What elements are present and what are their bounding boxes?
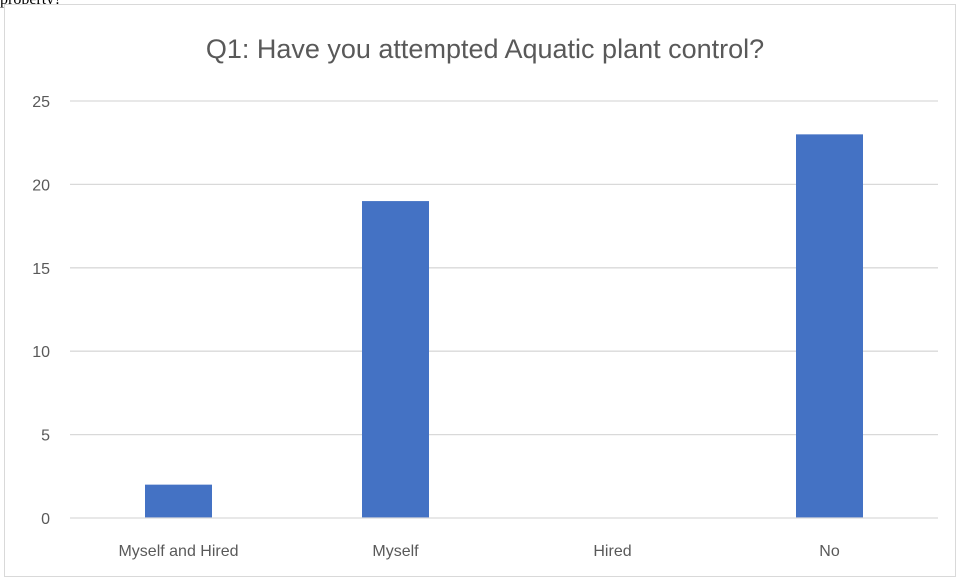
chart-title: Q1: Have you attempted Aquatic plant con… [206,34,764,64]
bar-myself [362,201,429,518]
y-tick-label: 15 [32,261,50,278]
x-axis-tick-labels: Myself and Hired Myself Hired No [118,543,839,560]
x-tick-label: No [819,543,840,560]
y-tick-label: 20 [32,177,50,194]
y-tick-label: 5 [41,428,50,445]
y-axis-tick-labels: 0 5 10 15 20 25 [32,94,50,528]
y-tick-label: 10 [32,344,50,361]
bar-no [796,134,863,519]
x-tick-label: Myself [372,543,419,560]
x-tick-label: Myself and Hired [118,543,238,560]
bars [145,134,863,519]
y-tick-label: 0 [41,511,50,528]
bar-myself-and-hired [145,484,212,518]
x-tick-label: Hired [593,543,631,560]
gridlines [70,100,938,436]
y-tick-label: 25 [32,94,50,111]
